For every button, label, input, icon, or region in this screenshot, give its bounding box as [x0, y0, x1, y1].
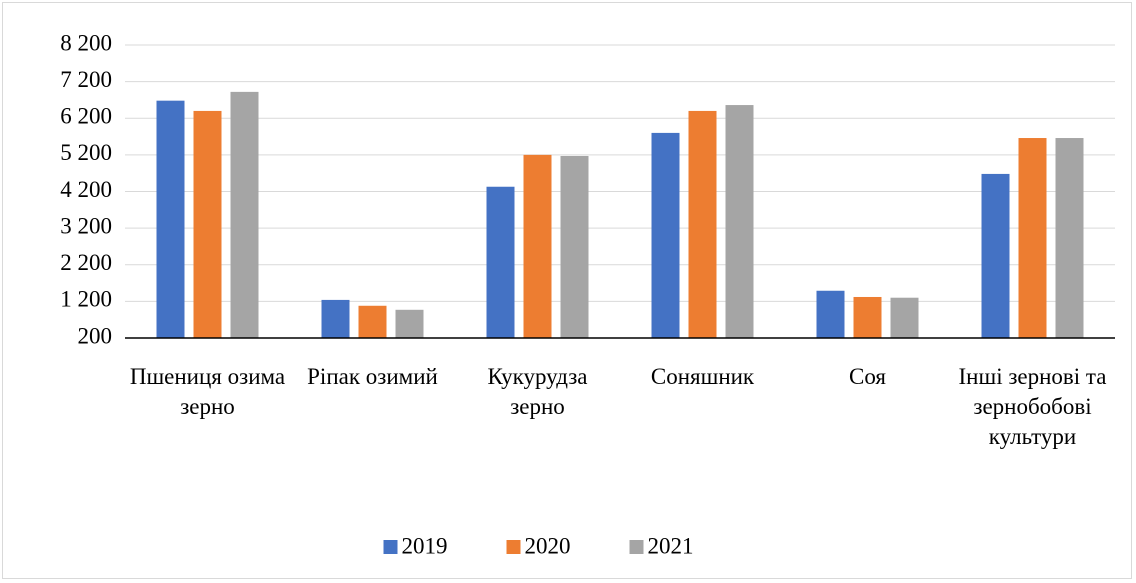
legend-label: 2019 — [402, 533, 448, 558]
y-tick-label: 6 200 — [60, 104, 112, 129]
bar — [230, 91, 259, 338]
x-tick-label: Кукурудза зерно — [487, 364, 588, 419]
legend-swatch — [506, 540, 521, 554]
x-tick-label: Соняшник — [650, 364, 755, 389]
x-tick-label: Інші зернові та зернобобові культури — [958, 364, 1107, 449]
bar — [1055, 138, 1084, 338]
y-tick-label: 2 200 — [60, 250, 112, 275]
x-tick-label: Пшениця озима зерно — [129, 364, 286, 419]
legend-swatch — [383, 540, 398, 554]
y-tick-label: 4 200 — [60, 177, 112, 202]
y-tick-label: 7 200 — [60, 67, 112, 92]
bar — [688, 110, 717, 338]
y-tick-label: 200 — [78, 323, 113, 348]
x-tick-label: Соя — [849, 364, 886, 389]
bar — [1018, 138, 1047, 338]
bar — [816, 290, 845, 338]
y-tick-label: 5 200 — [60, 140, 112, 165]
y-tick-label: 1 200 — [60, 287, 112, 312]
bar — [725, 105, 754, 338]
bar — [651, 132, 680, 338]
bar — [193, 110, 222, 338]
bar — [523, 154, 552, 338]
legend-label: 2020 — [525, 533, 571, 558]
bar — [321, 299, 350, 338]
y-tick-label: 3 200 — [60, 213, 112, 238]
bar — [395, 309, 424, 338]
bar — [486, 186, 515, 338]
bar — [358, 305, 387, 338]
bar — [156, 100, 185, 338]
legend-label: 2021 — [648, 533, 694, 558]
bar — [853, 296, 882, 338]
bar — [981, 173, 1010, 338]
bar — [560, 155, 589, 338]
y-tick-label: 8 200 — [60, 30, 112, 55]
bar — [890, 297, 919, 338]
x-tick-label: Ріпак озимий — [307, 364, 438, 389]
legend-swatch — [629, 540, 644, 554]
